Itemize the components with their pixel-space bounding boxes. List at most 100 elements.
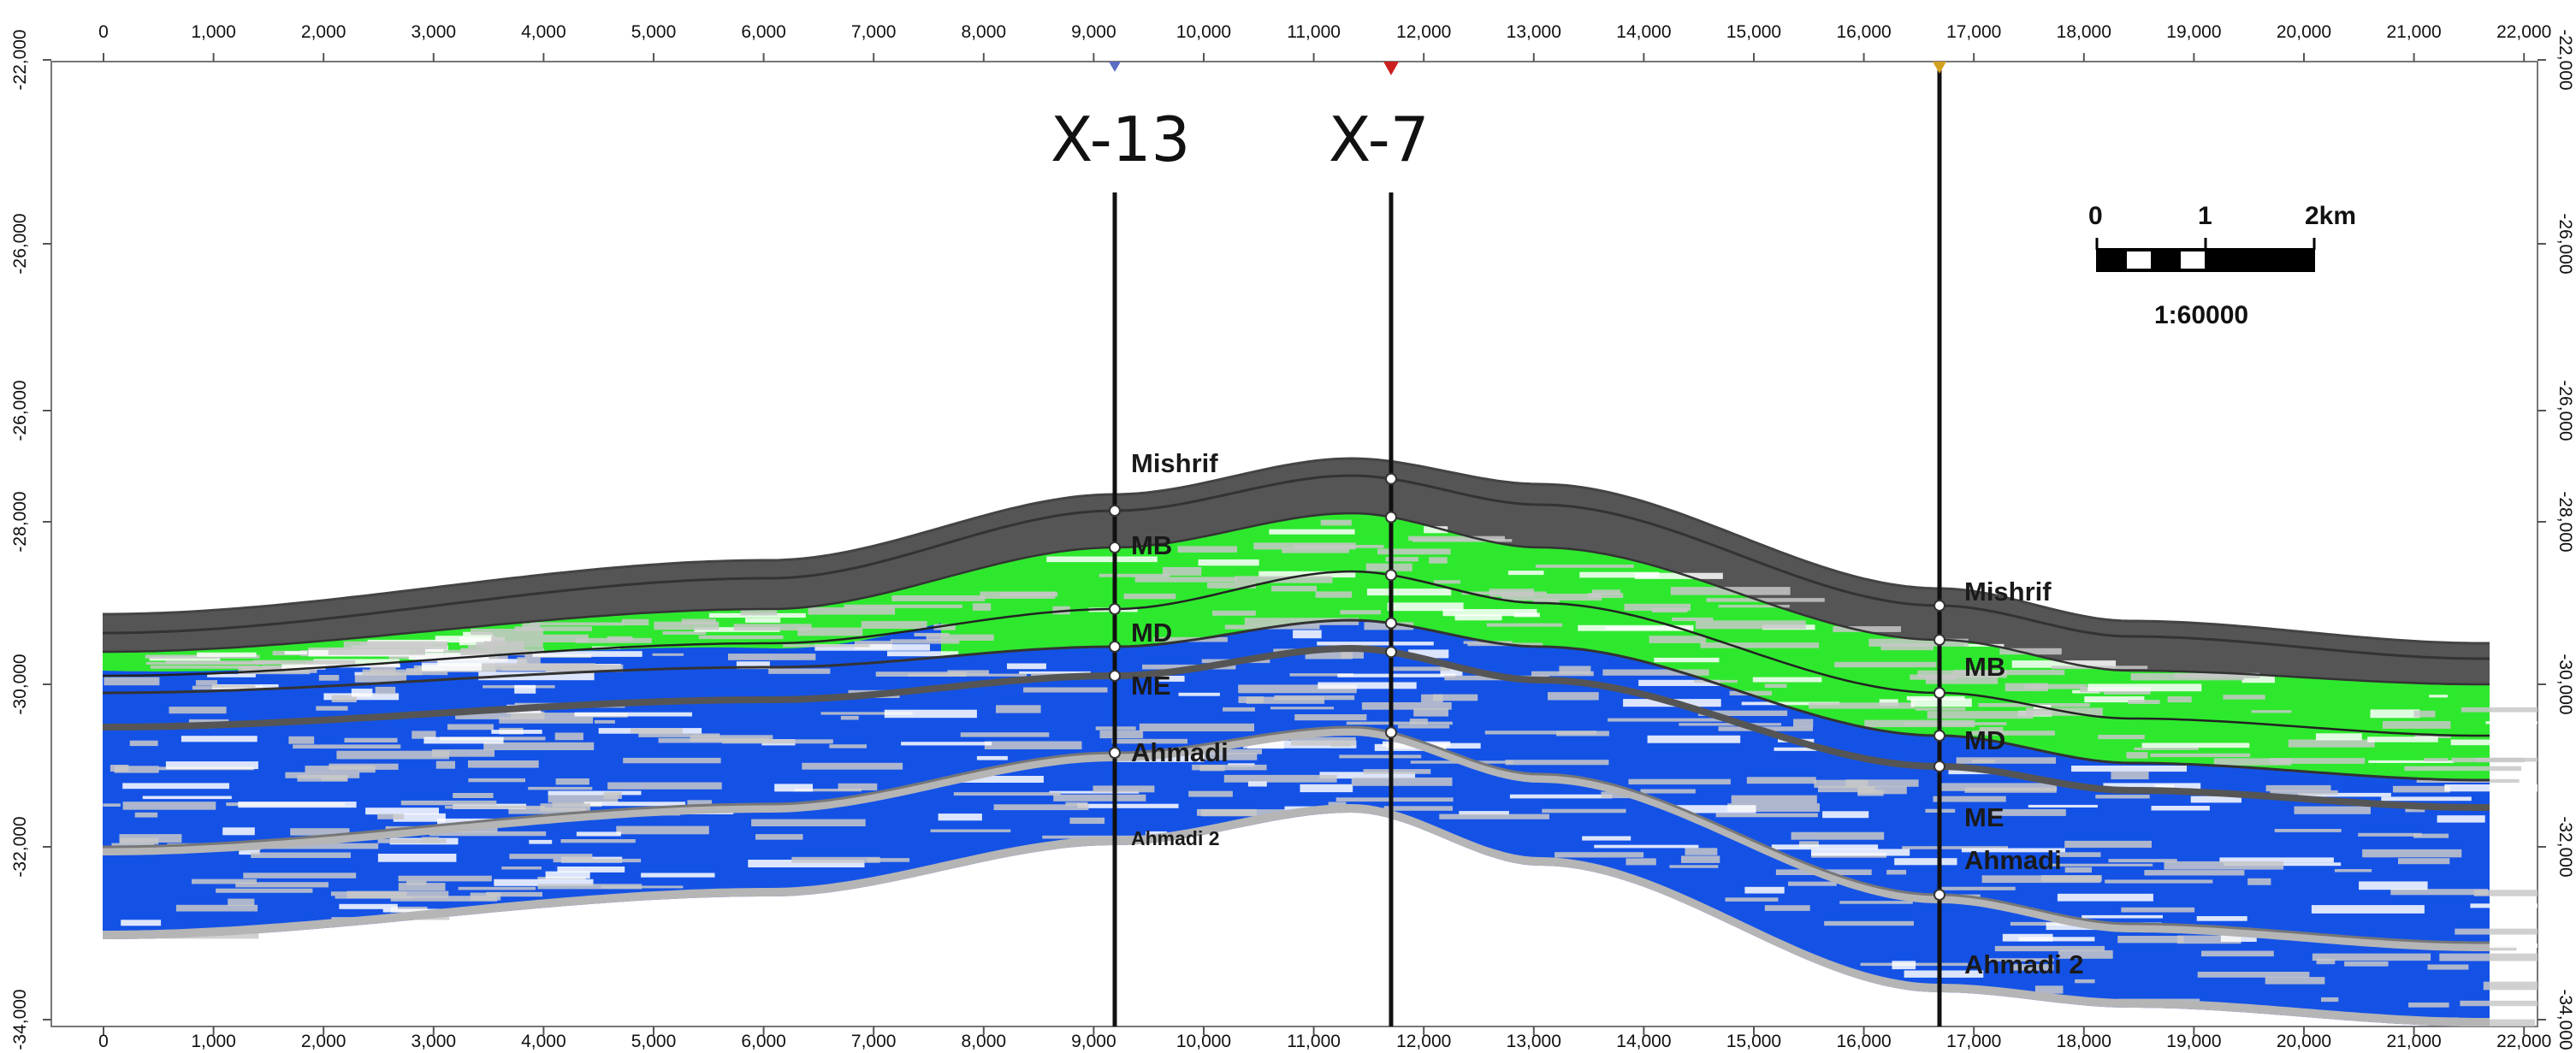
- horizon-line-mishrif: [103, 474, 2490, 660]
- facies-stripe: [901, 742, 992, 746]
- horizon-pick-mishrif[interactable]: [1385, 472, 1397, 485]
- facies-stripe: [509, 854, 593, 860]
- well-marker-x7-icon: [1383, 62, 1399, 75]
- label-ahmadi-x13: Ahmadi: [1131, 737, 1229, 767]
- facies-stripe: [222, 827, 255, 836]
- facies-stripe: [1439, 813, 1549, 819]
- horizon-pick-ahmadi[interactable]: [1385, 646, 1397, 659]
- horizon-pick-me[interactable]: [1109, 641, 1121, 653]
- facies-stripe: [470, 892, 501, 901]
- horizon-pick-ahmadi2[interactable]: [1385, 726, 1397, 739]
- horizon-pick-me[interactable]: [1933, 730, 1945, 742]
- facies-stripe: [2460, 1019, 2535, 1026]
- facies-stripe: [1424, 526, 1448, 534]
- facies-stripe: [594, 719, 615, 724]
- horizon-pick-md[interactable]: [1385, 569, 1397, 582]
- horizon-pick-md[interactable]: [1933, 687, 1945, 699]
- facies-stripe: [2087, 683, 2202, 692]
- label-md-x13: MD: [1131, 618, 1172, 648]
- facies-stripe: [2398, 858, 2450, 865]
- facies-stripe: [890, 639, 960, 644]
- horizon-line-ahmadi: [103, 644, 2490, 811]
- facies-stripe: [555, 778, 589, 785]
- facies-stripe: [2269, 758, 2366, 764]
- label-me-east: ME: [1964, 802, 2005, 832]
- horizon-pick-md[interactable]: [1109, 603, 1121, 615]
- facies-stripe: [476, 642, 543, 648]
- x-tick-label-bottom: 1,000: [191, 1032, 236, 1051]
- facies-stripe: [1634, 572, 1723, 579]
- facies-stripe: [1346, 721, 1453, 725]
- facies-stripe: [1412, 539, 1513, 542]
- facies-stripe: [1940, 783, 2058, 791]
- x-tick-label-top: 0: [98, 22, 109, 42]
- facies-stripe: [2460, 1000, 2538, 1007]
- facies-stripe: [1069, 817, 1105, 825]
- horizon-pick-mb[interactable]: [1109, 541, 1121, 553]
- facies-stripe: [2483, 981, 2538, 991]
- facies-stripe: [733, 624, 812, 631]
- facies-stripe: [1695, 620, 1806, 630]
- facies-stripe: [652, 653, 684, 656]
- facies-stripe: [1647, 735, 1741, 743]
- facies-stripe: [455, 711, 545, 719]
- x-tick-label-top: 1,000: [191, 22, 236, 42]
- horizon-pick-mb[interactable]: [1385, 511, 1397, 524]
- facies-stripe: [1282, 548, 1349, 553]
- facies-stripe: [553, 858, 642, 863]
- facies-stripe: [2335, 869, 2372, 873]
- horizon-pick-ahmadi2[interactable]: [1933, 889, 1945, 901]
- facies-stripe: [2247, 878, 2271, 885]
- horizon-pick-ahmadi[interactable]: [1109, 670, 1121, 682]
- facies-stripe: [861, 621, 927, 629]
- facies-stripe: [1925, 676, 1999, 684]
- facies-stripe: [1291, 737, 1356, 746]
- horizon-pick-me[interactable]: [1385, 617, 1397, 630]
- x-tick-label-top: 15,000: [1726, 22, 1781, 42]
- horizon-pick-ahmadi[interactable]: [1933, 760, 1945, 772]
- horizon-pick-mishrif[interactable]: [1933, 600, 1945, 612]
- facies-stripe: [1023, 687, 1108, 693]
- facies-stripe: [1363, 769, 1431, 774]
- facies-stripe: [2219, 857, 2334, 863]
- facies-stripe: [1626, 858, 1656, 866]
- facies-stripe: [1548, 692, 1599, 701]
- facies-stripe: [293, 744, 401, 749]
- facies-stripe: [1238, 684, 1357, 694]
- facies-stripe: [1398, 725, 1450, 729]
- facies-stripe: [1857, 786, 1907, 795]
- horizon-pick-mishrif[interactable]: [1109, 505, 1121, 517]
- facies-stripe: [1300, 784, 1353, 793]
- facies-stripe: [528, 786, 593, 790]
- facies-stripe: [272, 650, 342, 656]
- x-axis-top: 0 1,000 2,000 3,000 4,000 5,000 6,000 7,000 8,00…: [98, 22, 2551, 62]
- y-tick-label-right: -30,000: [2555, 654, 2575, 714]
- horizon-line-ahmadi2: [103, 725, 2490, 944]
- facies-stripe: [1788, 881, 1837, 886]
- horizon-pick-ahmadi2[interactable]: [1109, 747, 1121, 759]
- label-mishrif-x13: Mishrif: [1131, 448, 1218, 478]
- facies-stripe: [192, 878, 257, 884]
- facies-stripe: [1366, 589, 1452, 596]
- facies-stripe: [1335, 797, 1454, 802]
- facies-stripe: [820, 712, 913, 715]
- facies-stripe: [2368, 760, 2455, 763]
- facies-stripe: [1459, 811, 1509, 815]
- horizon-pick-mb[interactable]: [1933, 634, 1945, 646]
- x-tick-label-top: 21,000: [2386, 22, 2441, 42]
- facies-stripe: [576, 831, 621, 837]
- facies-stripe: [2241, 676, 2275, 683]
- horizon-line-mb: [103, 512, 2490, 686]
- facies-stripe: [1764, 905, 1810, 911]
- facies-stripe: [458, 886, 536, 890]
- facies-stripe: [284, 651, 307, 655]
- facies-stripe: [1442, 609, 1537, 617]
- facies-stripe: [794, 789, 862, 792]
- y-axis-right: -22,000 -26,000 -26,000 -28,000 -30,000 -32,0…: [2538, 29, 2575, 1050]
- facies-stripe: [960, 732, 1050, 737]
- facies-stripe: [2104, 691, 2151, 695]
- facies-stripe: [336, 750, 449, 760]
- facies-stripe: [313, 659, 400, 667]
- facies-stripe: [494, 878, 594, 886]
- facies-stripe: [1099, 730, 1144, 739]
